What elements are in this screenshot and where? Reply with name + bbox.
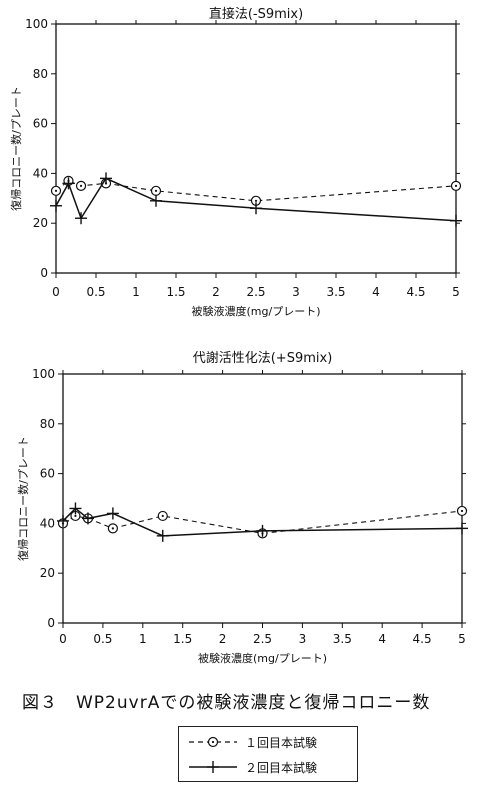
data-point-run2	[69, 502, 82, 515]
marker-dot	[454, 184, 458, 187]
legend: １回目本試験 ２回目本試験	[178, 726, 358, 782]
legend-item-run2: ２回目本試験	[179, 755, 357, 779]
x-axis-label: 被験液濃度(mg/プレート)	[192, 304, 321, 318]
x-tick-label: 4	[378, 632, 386, 646]
y-tick-label: 40	[40, 516, 55, 530]
data-point-run2	[250, 202, 262, 215]
y-tick-label: 60	[33, 117, 48, 131]
data-point-run1	[450, 180, 462, 191]
x-tick-label: 3	[299, 632, 307, 646]
legend-label-run2: ２回目本試験	[245, 761, 318, 775]
x-tick-label: 0	[52, 285, 60, 299]
data-point-run1	[150, 185, 162, 196]
legend-swatch-dashed-circle	[189, 736, 237, 748]
data-point-run2	[62, 177, 75, 190]
x-tick-label: 0	[59, 632, 67, 646]
y-tick-label: 20	[40, 566, 55, 580]
data-point-run1	[107, 523, 118, 534]
x-tick-label: 1	[139, 632, 147, 646]
marker-dot	[54, 189, 58, 192]
data-point-run2	[456, 522, 468, 535]
y-tick-label: 0	[47, 616, 55, 630]
x-axis-label: 被験液濃度(mg/プレート)	[198, 651, 327, 665]
marker-dot	[460, 509, 464, 513]
y-tick-label: 40	[33, 166, 48, 180]
data-point-run1	[50, 185, 62, 196]
marker-dot	[79, 184, 83, 187]
x-tick-label: 2.5	[246, 285, 265, 299]
data-point-run1	[157, 510, 168, 522]
data-point-run2	[57, 514, 69, 527]
x-tick-label: 2	[219, 632, 227, 646]
data-point-run1	[456, 505, 468, 517]
data-point-run2	[75, 212, 88, 225]
x-tick-label: 3	[292, 285, 300, 299]
data-point-run2	[106, 507, 119, 520]
data-point-run2	[100, 172, 112, 185]
legend-label-run1: １回目本試験	[245, 736, 318, 750]
x-tick-label: 2.5	[253, 632, 272, 646]
x-tick-label: 3.5	[333, 632, 352, 646]
data-point-run2	[256, 524, 269, 537]
marker-dot	[254, 199, 258, 202]
x-tick-label: 5	[452, 285, 460, 299]
figure-caption: 図３ WP2uvrAでの被験液濃度と復帰コロニー数	[22, 693, 431, 713]
data-point-run2	[81, 512, 94, 525]
data-point-run2	[450, 214, 462, 227]
y-tick-label: 100	[25, 17, 48, 31]
data-point-run2	[50, 199, 62, 212]
y-axis-label: 復帰コロニー数/プレート	[10, 86, 23, 211]
data-point-run2	[150, 194, 162, 207]
legend-swatch-solid-cross	[189, 761, 237, 773]
y-tick-label: 20	[33, 216, 48, 230]
data-point-run2	[156, 529, 169, 542]
chart-panel-1: 直接法(-S9mix) 0 0.5 1 1.5 2 2.5 3 3.5 4 4.5 5 0 20 40 60 8…	[10, 6, 462, 318]
marker-dot	[154, 189, 158, 192]
y-tick-label: 80	[40, 417, 55, 431]
x-tick-label: 1	[132, 285, 140, 299]
x-tick-label: 4	[372, 285, 380, 299]
plot-frame	[55, 23, 457, 274]
chart-title: 代謝活性化法(+S9mix)	[193, 351, 333, 366]
x-tick-label: 2	[212, 285, 220, 299]
y-tick-label: 100	[32, 367, 55, 381]
plot-frame	[62, 373, 463, 624]
x-tick-label: 5	[458, 632, 466, 646]
y-tick-label: 0	[40, 266, 48, 280]
legend-item-run1: １回目本試験	[179, 730, 357, 754]
x-tick-label: 3.5	[326, 285, 345, 299]
x-tick-label: 4.5	[413, 632, 432, 646]
x-tick-label: 0.5	[86, 285, 105, 299]
data-point-run1	[75, 180, 87, 191]
y-tick-label: 80	[33, 67, 48, 81]
chart-panel-2: 代謝活性化法(+S9mix) 0 0.5 1 1.5 2 2.5 3 3.5 4 4.5 5 0 20 40…	[17, 351, 468, 665]
x-tick-label: 1.5	[173, 632, 192, 646]
x-tick-label: 0.5	[93, 632, 112, 646]
y-axis-label: 復帰コロニー数/プレート	[17, 436, 30, 561]
x-tick-label: 1.5	[166, 285, 185, 299]
marker-dot	[161, 514, 164, 518]
marker-dot	[74, 514, 77, 518]
y-tick-label: 60	[40, 467, 55, 481]
marker-dot	[111, 527, 114, 530]
x-tick-label: 4.5	[406, 285, 425, 299]
chart-title: 直接法(-S9mix)	[209, 6, 303, 22]
